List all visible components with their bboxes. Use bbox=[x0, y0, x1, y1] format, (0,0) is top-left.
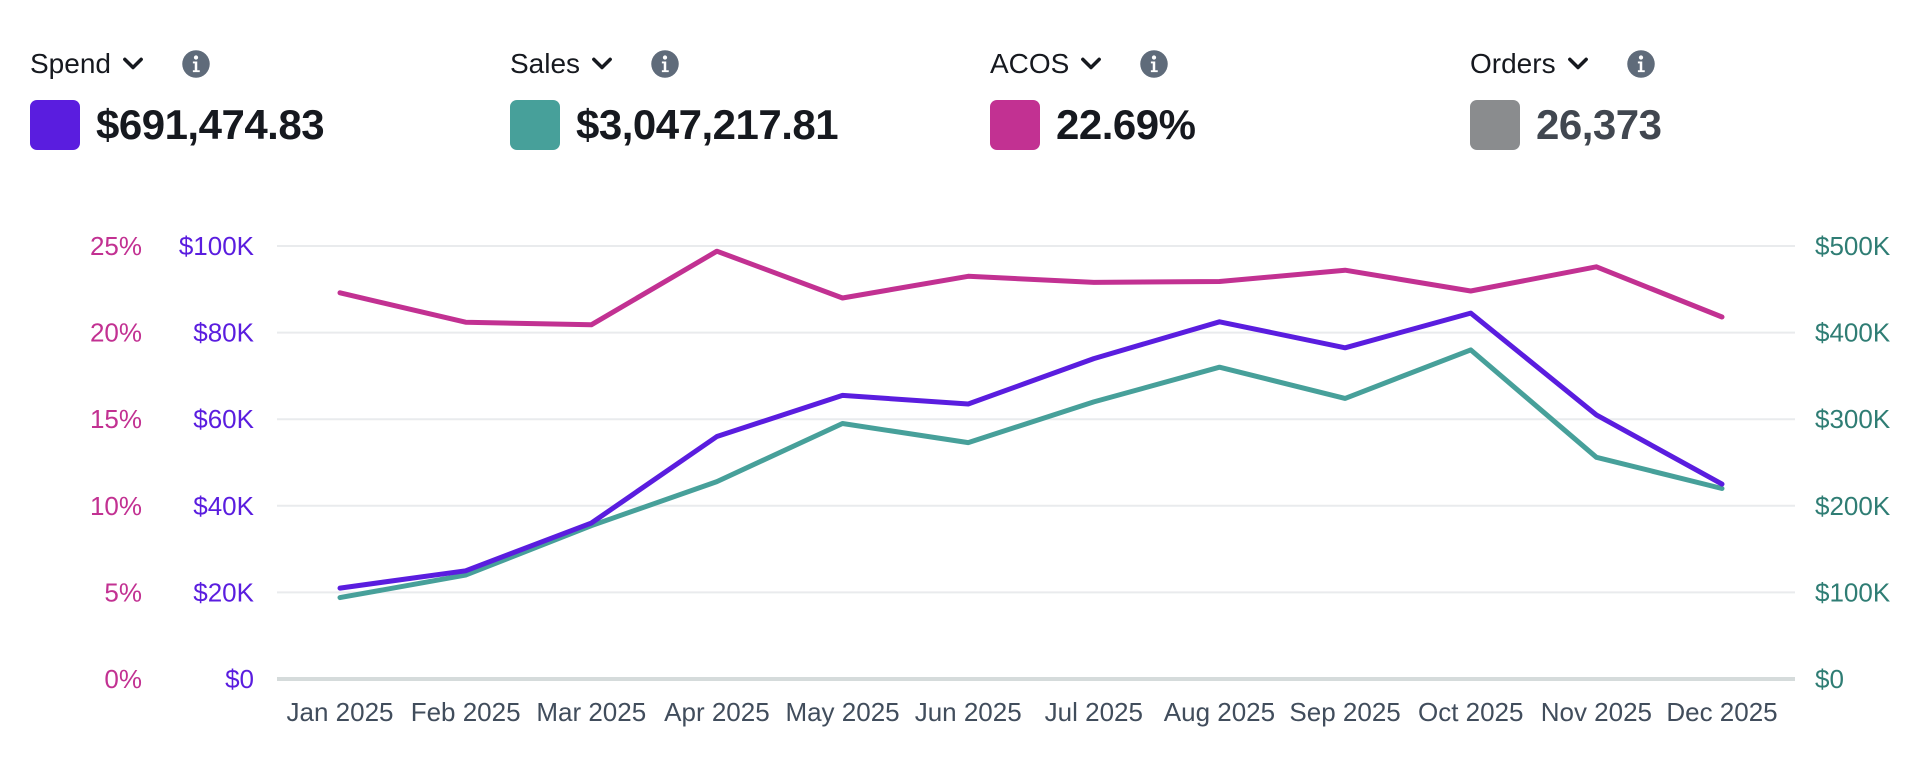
axis-ticks: 0% $0 $0 5% $20K $100K 10% $40K $200K 15% $60K $300… bbox=[90, 231, 1891, 727]
metric-value: 26,373 bbox=[1536, 101, 1662, 148]
x-tick-label: Aug 2025 bbox=[1164, 697, 1275, 727]
chevron-down-icon[interactable] bbox=[1077, 50, 1105, 78]
series-line-spend bbox=[337, 310, 1725, 591]
x-tick-label: Jun 2025 bbox=[915, 697, 1022, 727]
info-icon[interactable] bbox=[1139, 49, 1169, 79]
x-tick-label: Nov 2025 bbox=[1541, 697, 1652, 727]
left-outer-tick-label: 25% bbox=[90, 231, 142, 261]
x-tick-label: Feb 2025 bbox=[411, 697, 521, 727]
x-tick-label: Jul 2025 bbox=[1045, 697, 1143, 727]
right-tick-label: $300K bbox=[1815, 404, 1891, 434]
series-lines bbox=[337, 248, 1725, 601]
chevron-down-icon[interactable] bbox=[119, 50, 147, 78]
left-outer-tick-label: 0% bbox=[104, 664, 142, 694]
metrics-header: Spend $691,474.83 Sales $3,047,217.81 AC… bbox=[0, 0, 1926, 170]
metric-value: $3,047,217.81 bbox=[576, 101, 839, 148]
right-tick-label: $500K bbox=[1815, 231, 1891, 261]
info-icon[interactable] bbox=[1626, 49, 1656, 79]
metric-spend: Spend $691,474.83 bbox=[30, 44, 490, 164]
left-inner-tick-label: $40K bbox=[193, 491, 254, 521]
series-line-acos bbox=[337, 248, 1725, 328]
x-tick-label: Jan 2025 bbox=[287, 697, 394, 727]
metric-label: Spend bbox=[30, 48, 111, 79]
left-inner-tick-label: $0 bbox=[225, 664, 254, 694]
right-tick-label: $100K bbox=[1815, 577, 1891, 607]
chevron-down-icon[interactable] bbox=[588, 50, 616, 78]
metric-label: Orders bbox=[1470, 48, 1556, 79]
left-inner-tick-label: $60K bbox=[193, 404, 254, 434]
left-outer-tick-label: 20% bbox=[90, 318, 142, 348]
right-tick-label: $400K bbox=[1815, 318, 1891, 348]
color-swatch bbox=[30, 100, 80, 150]
color-swatch bbox=[510, 100, 560, 150]
left-inner-tick-label: $100K bbox=[179, 231, 255, 261]
metric-label: ACOS bbox=[990, 48, 1070, 79]
x-tick-label: May 2025 bbox=[785, 697, 899, 727]
metric-value: $691,474.83 bbox=[96, 101, 325, 148]
line-chart: 0% $0 $0 5% $20K $100K 10% $40K $200K 15% $60K $300… bbox=[90, 231, 1891, 727]
x-tick-label: Sep 2025 bbox=[1289, 697, 1400, 727]
metric-orders: Orders 26,373 bbox=[1470, 44, 1926, 164]
chevron-down-icon[interactable] bbox=[1564, 50, 1592, 78]
left-inner-tick-label: $80K bbox=[193, 318, 254, 348]
x-tick-label: Mar 2025 bbox=[536, 697, 646, 727]
color-swatch bbox=[1470, 100, 1520, 150]
metric-label: Sales bbox=[510, 48, 581, 79]
info-icon[interactable] bbox=[181, 49, 211, 79]
metric-sales: Sales $3,047,217.81 bbox=[510, 44, 970, 164]
x-tick-label: Apr 2025 bbox=[664, 697, 770, 727]
left-outer-tick-label: 5% bbox=[104, 577, 142, 607]
x-tick-label: Oct 2025 bbox=[1418, 697, 1524, 727]
grid-lines bbox=[277, 245, 1795, 681]
series-line-sales bbox=[337, 347, 1725, 601]
right-tick-label: $0 bbox=[1815, 664, 1844, 694]
left-inner-tick-label: $20K bbox=[193, 577, 254, 607]
metric-value: 22.69% bbox=[1056, 101, 1196, 148]
x-tick-label: Dec 2025 bbox=[1666, 697, 1777, 727]
metric-acos: ACOS 22.69% bbox=[990, 44, 1450, 164]
info-icon[interactable] bbox=[650, 49, 680, 79]
right-tick-label: $200K bbox=[1815, 491, 1891, 521]
left-outer-tick-label: 10% bbox=[90, 491, 142, 521]
color-swatch bbox=[990, 100, 1040, 150]
left-outer-tick-label: 15% bbox=[90, 404, 142, 434]
